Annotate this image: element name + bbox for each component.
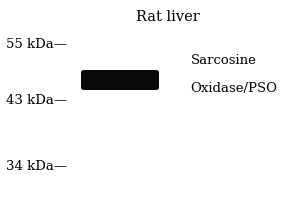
Text: Rat liver: Rat liver bbox=[136, 10, 200, 24]
Text: 43 kDa—: 43 kDa— bbox=[6, 94, 67, 106]
FancyBboxPatch shape bbox=[81, 70, 159, 90]
Text: 55 kDa—: 55 kDa— bbox=[6, 38, 67, 50]
Text: Oxidase/PSO: Oxidase/PSO bbox=[190, 82, 278, 95]
Text: Sarcosine: Sarcosine bbox=[190, 54, 256, 68]
Text: 34 kDa—: 34 kDa— bbox=[6, 160, 67, 172]
